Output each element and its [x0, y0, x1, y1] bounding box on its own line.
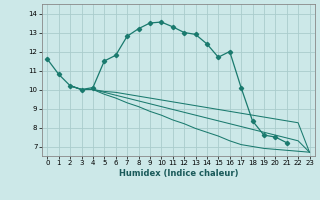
- X-axis label: Humidex (Indice chaleur): Humidex (Indice chaleur): [119, 169, 238, 178]
